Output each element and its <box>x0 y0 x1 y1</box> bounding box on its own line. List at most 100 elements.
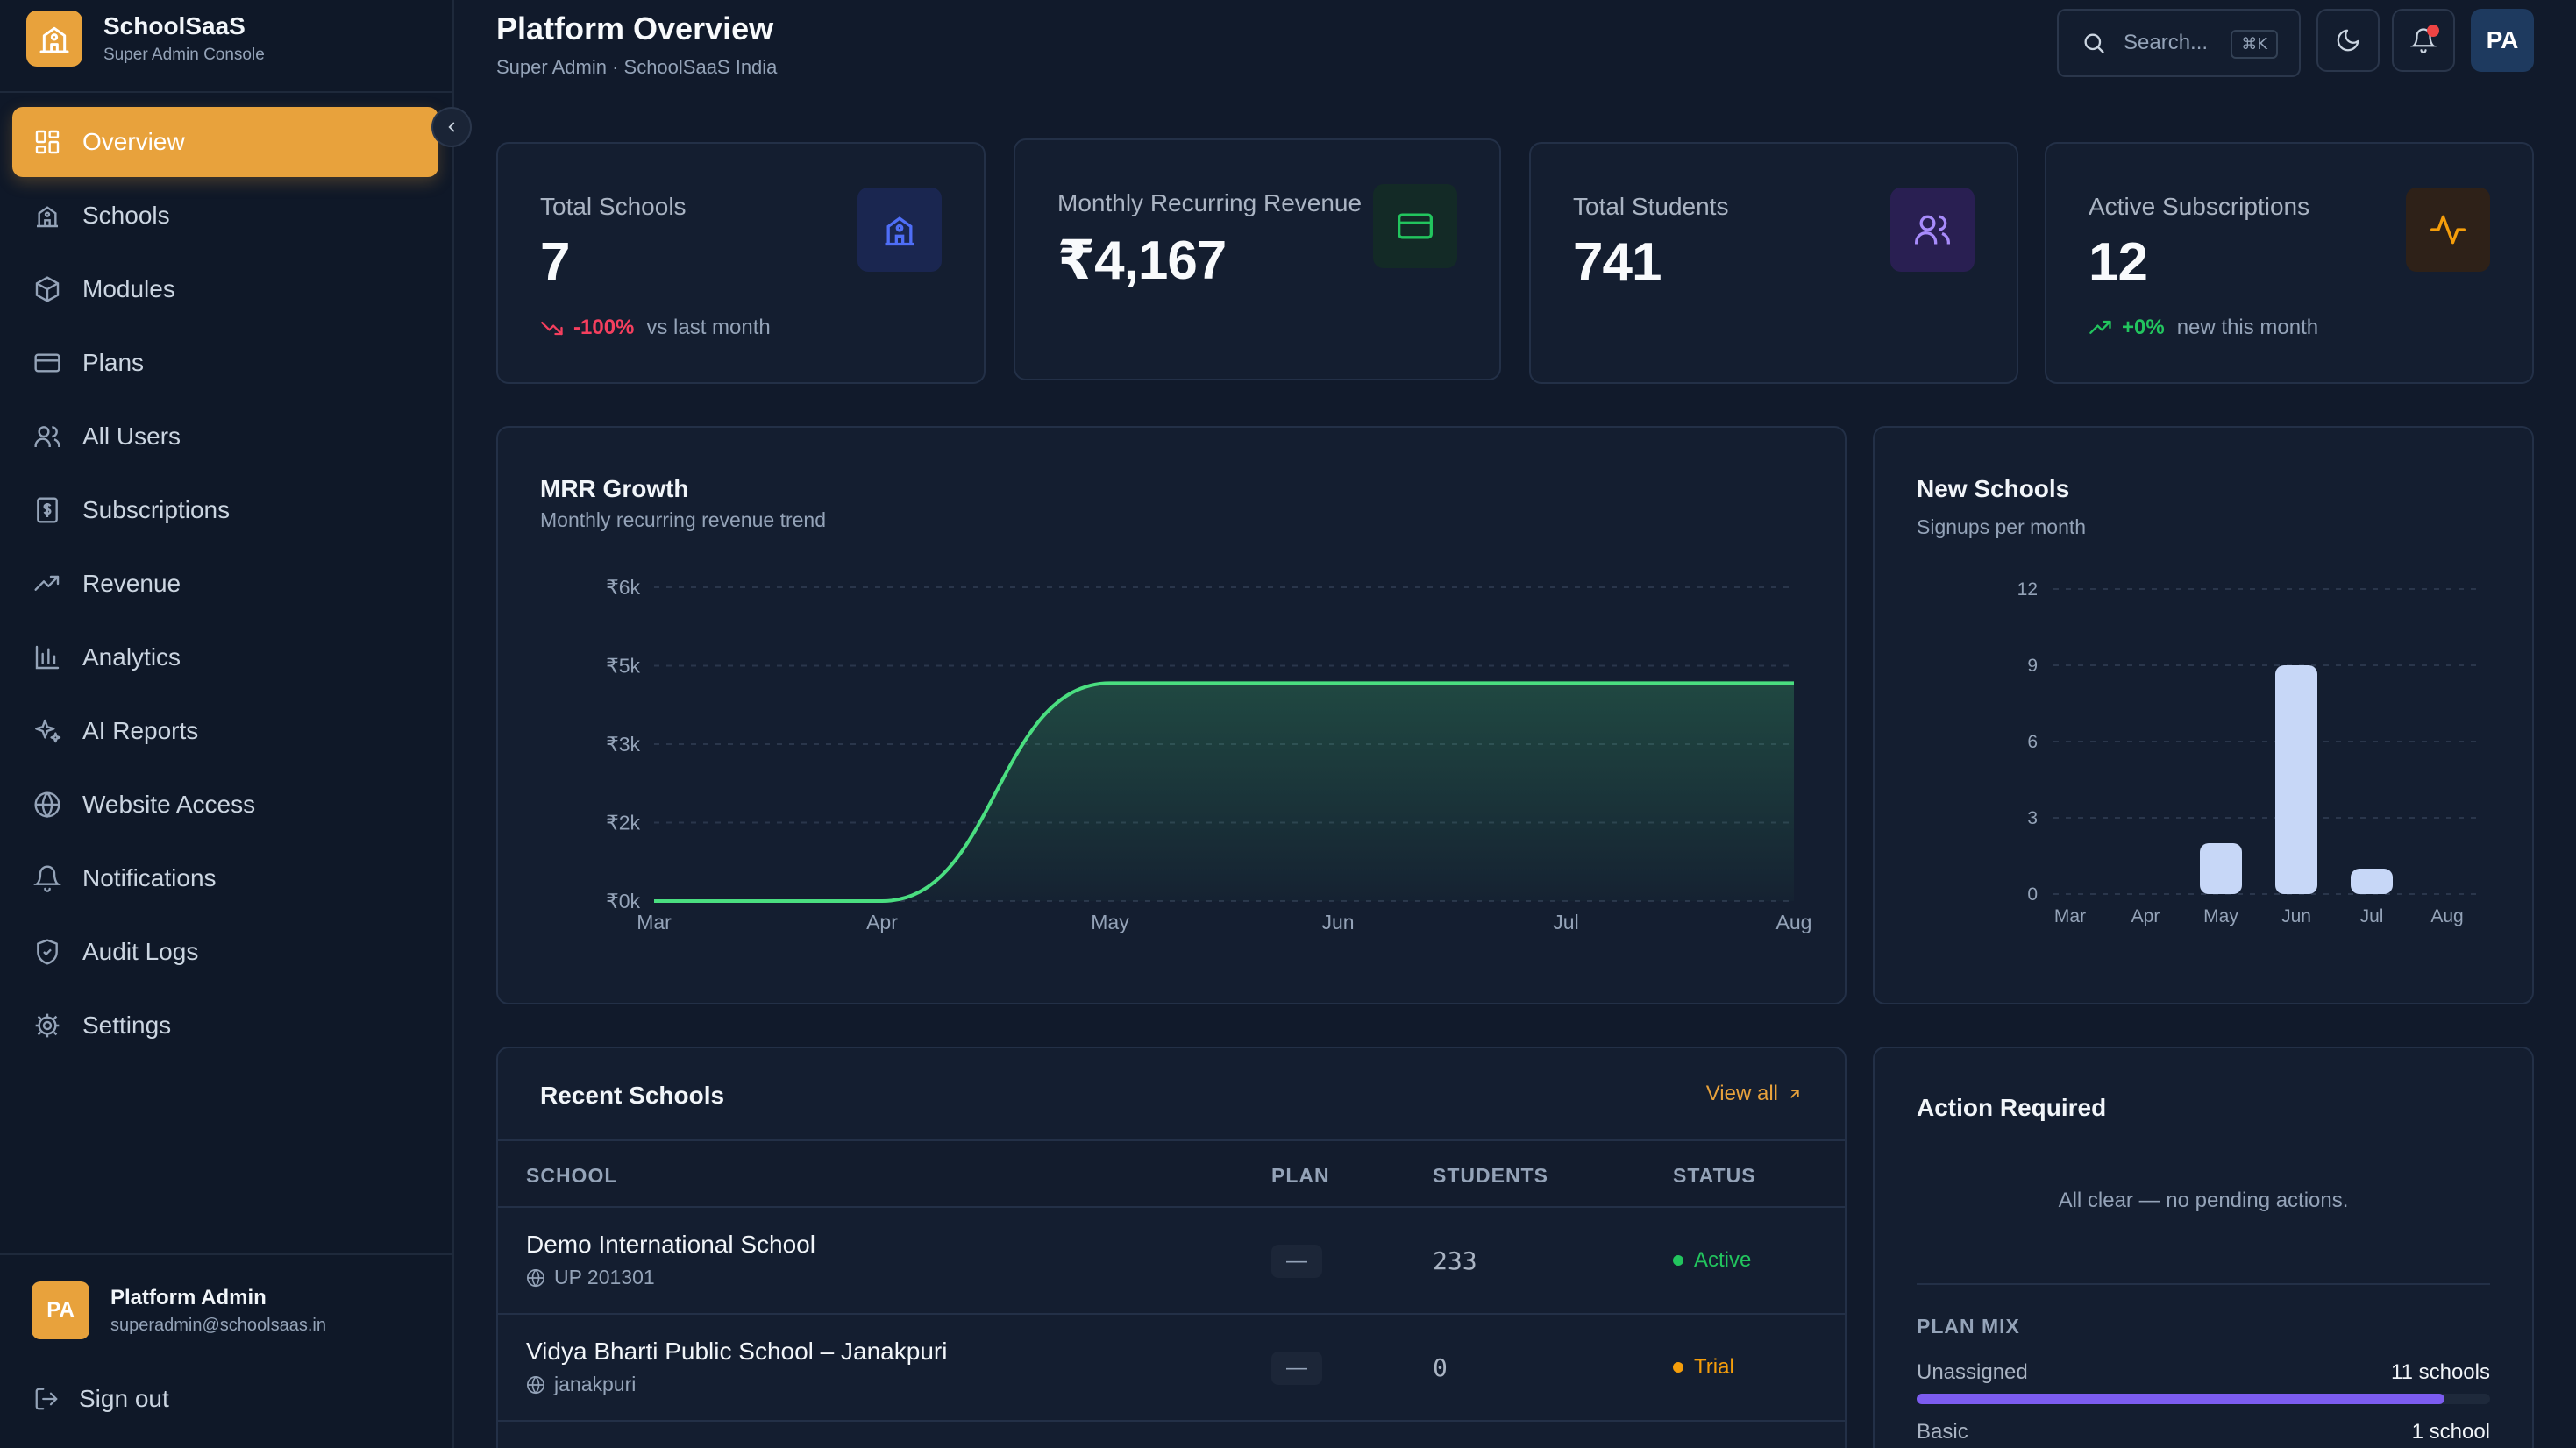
sidebar-item-label: AI Reports <box>82 717 199 744</box>
sidebar-item-label: Revenue <box>82 570 181 597</box>
bar <box>2351 869 2393 894</box>
notifications-button[interactable] <box>2392 9 2455 72</box>
plan-count: 1 school <box>2411 1420 2490 1444</box>
sign-out-button[interactable]: Sign out <box>33 1385 169 1413</box>
sign-out-label: Sign out <box>79 1385 169 1412</box>
sidebar-item-overview[interactable]: Overview <box>12 107 438 177</box>
y-tick-label: 6 <box>2027 732 2038 752</box>
sidebar-item-notifications[interactable]: Notifications <box>12 843 438 913</box>
sidebar-item-settings[interactable]: Settings <box>12 990 438 1061</box>
new-schools-chart: 0 3 6 9 12 Mar Apr May Jun Jul Aug <box>2017 579 2480 926</box>
sidebar-item-plans[interactable]: Plans <box>12 328 438 398</box>
sidebar-item-label: Overview <box>82 128 185 155</box>
school-name: Demo International School <box>526 1231 815 1258</box>
x-tick-label: Mar <box>2054 906 2086 926</box>
sidebar-item-revenue[interactable]: Revenue <box>12 549 438 619</box>
table-row[interactable]: Demo International School UP 201301 — 23… <box>498 1208 1845 1315</box>
plan-progress-track <box>1917 1394 2490 1404</box>
sidebar-item-modules[interactable]: Modules <box>12 254 438 324</box>
gear-icon <box>35 1013 60 1038</box>
y-tick-label: 3 <box>2027 808 2038 828</box>
area-fill <box>654 683 1794 901</box>
stat-trend: -100% vs last month <box>540 316 771 340</box>
sidebar-item-audit-logs[interactable]: Audit Logs <box>12 917 438 987</box>
trend-note: vs last month <box>646 316 771 339</box>
x-tick-label: Jul <box>2360 906 2384 926</box>
sidebar-item-subscriptions[interactable]: Subscriptions <box>12 475 438 545</box>
plan-count: 11 schools <box>2391 1360 2490 1384</box>
new-schools-card: New Schools Signups per month 0 3 6 9 12 Mar A… <box>1873 426 2534 1004</box>
stat-icon <box>1890 188 1975 272</box>
plan-progress-fill <box>1917 1394 2444 1404</box>
student-count: 233 <box>1433 1246 1477 1275</box>
trending-up-icon <box>34 575 60 591</box>
divider <box>1917 1283 2490 1285</box>
credit-card-icon <box>34 353 60 373</box>
y-tick-label: ₹0k <box>606 890 640 912</box>
x-tick-label: Aug <box>2430 906 2463 926</box>
stat-value: ₹4,167 <box>1057 231 1227 291</box>
search-placeholder: Search... <box>2124 31 2209 54</box>
page-title: Platform Overview <box>496 11 774 46</box>
stat-card-mrr: Monthly Recurring Revenue ₹4,167 <box>1014 138 1501 380</box>
bar-chart-icon <box>35 645 60 670</box>
trend-value: -100% <box>573 316 635 339</box>
sidebar-item-all-users[interactable]: All Users <box>12 401 438 472</box>
stat-icon <box>857 188 942 272</box>
status-text: Trial <box>1694 1355 1734 1379</box>
stat-value: 7 <box>540 232 570 293</box>
collapse-sidebar-button[interactable] <box>431 107 472 147</box>
receipt-icon <box>37 497 58 523</box>
user-name: Platform Admin <box>110 1285 267 1310</box>
location-text: UP 201301 <box>554 1266 655 1288</box>
action-required-card: Action Required All clear — no pending a… <box>1873 1047 2534 1448</box>
x-tick-label: Apr <box>2131 906 2160 926</box>
sidebar-item-label: Website Access <box>82 791 256 818</box>
table-row[interactable]: Vidya Bharti Public School – Janakpuri j… <box>498 1315 1845 1422</box>
sidebar-item-ai-reports[interactable]: AI Reports <box>12 696 438 766</box>
divider <box>0 91 452 93</box>
status-dot <box>1673 1255 1683 1266</box>
search-input[interactable]: Search... ⌘K <box>2057 9 2301 77</box>
notification-badge <box>2427 25 2439 37</box>
card-title: MRR Growth <box>540 475 689 502</box>
user-profile[interactable]: PA Platform Admin superadmin@schoolsaas.… <box>32 1281 326 1339</box>
sidebar-item-schools[interactable]: Schools <box>12 181 438 251</box>
page-subtitle: Super Admin · SchoolSaaS India <box>496 56 778 78</box>
mrr-growth-chart: ₹0k ₹2k ₹3k ₹5k ₹6k Mar Apr May Jun Jul Aug <box>606 576 1811 933</box>
avatar[interactable]: PA <box>2471 9 2534 72</box>
sidebar-item-label: Subscriptions <box>82 496 231 523</box>
users-icon <box>1915 215 1950 245</box>
sidebar-item-analytics[interactable]: Analytics <box>12 622 438 692</box>
view-all-link[interactable]: View all <box>1706 1082 1803 1106</box>
plan-label: Unassigned <box>1917 1360 2028 1384</box>
brand[interactable]: SchoolSaaS Super Admin Console <box>26 11 265 67</box>
trend-value: +0% <box>2122 316 2165 339</box>
globe-icon <box>527 1375 544 1394</box>
plan-badge: — <box>1271 1352 1322 1385</box>
recent-schools-card: Recent Schools View all SCHOOL PLAN STUD… <box>496 1047 1847 1448</box>
theme-toggle-button[interactable] <box>2316 9 2380 72</box>
bar <box>2275 665 2317 894</box>
plan-mix-title: PLAN MIX <box>1917 1315 2020 1338</box>
y-tick-label: ₹3k <box>606 733 640 756</box>
plan-badge: — <box>1271 1245 1322 1278</box>
empty-state-message: All clear — no pending actions. <box>2058 1189 2349 1212</box>
user-email: superadmin@schoolsaas.in <box>110 1315 326 1335</box>
credit-card-icon <box>1398 213 1433 239</box>
plan-label: Basic <box>1917 1420 1968 1444</box>
stat-value: 12 <box>2089 232 2148 293</box>
stat-label: Active Subscriptions <box>2089 193 2310 220</box>
column-header: SCHOOL <box>526 1164 618 1187</box>
column-header: PLAN <box>1271 1164 1330 1187</box>
y-tick-label: ₹6k <box>606 576 640 599</box>
status-dot <box>1673 1362 1683 1373</box>
location-text: janakpuri <box>554 1373 637 1395</box>
x-tick-label: May <box>2203 906 2238 926</box>
sidebar-item-website-access[interactable]: Website Access <box>12 770 438 840</box>
stat-trend: +0% new this month <box>2089 316 2318 340</box>
stat-icon <box>1373 184 1457 268</box>
school-icon <box>885 216 914 246</box>
stat-icon <box>2406 188 2490 272</box>
x-tick-label: Mar <box>637 911 672 933</box>
